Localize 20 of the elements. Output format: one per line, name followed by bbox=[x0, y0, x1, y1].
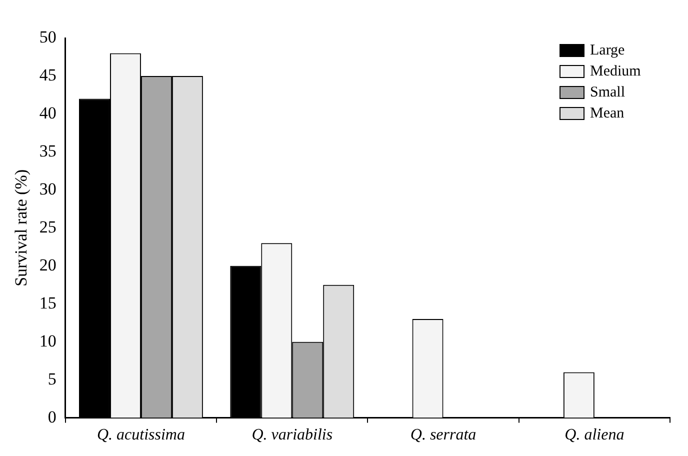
y-tick-label: 50 bbox=[39, 27, 56, 46]
x-tick-label: Q. serrata bbox=[410, 426, 476, 444]
y-tick-label: 45 bbox=[39, 65, 56, 84]
y-tick-label: 25 bbox=[39, 217, 56, 236]
legend-label: Small bbox=[590, 84, 626, 100]
y-tick-label: 35 bbox=[39, 141, 56, 160]
y-tick-label: 15 bbox=[39, 293, 56, 312]
legend-label: Medium bbox=[590, 63, 642, 80]
legend-label: Mean bbox=[590, 105, 625, 122]
y-tick-label: 30 bbox=[39, 179, 56, 198]
y-tick-label: 0 bbox=[48, 407, 56, 426]
x-tick-label: Q. aliena bbox=[564, 426, 624, 444]
y-tick-label: 20 bbox=[39, 255, 56, 274]
legend-label: Large bbox=[590, 42, 626, 58]
y-axis-title: Survival rate (%) bbox=[12, 169, 31, 286]
x-tick-label: Q. variabilis bbox=[252, 426, 333, 444]
y-tick-label: 10 bbox=[39, 331, 56, 350]
x-tick-label: Q. acutissima bbox=[96, 426, 185, 444]
y-tick-label: 40 bbox=[39, 103, 56, 122]
y-tick-label: 5 bbox=[48, 369, 56, 388]
